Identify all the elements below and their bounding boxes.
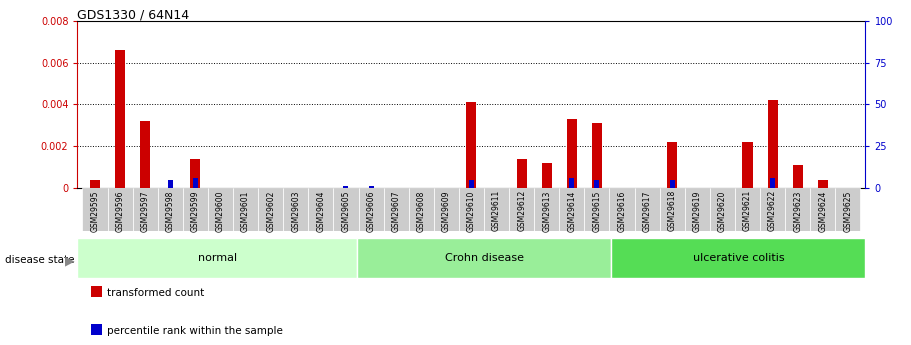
Bar [384,188,409,231]
Bar [434,188,459,231]
Text: GSM29617: GSM29617 [642,190,651,231]
Bar [133,188,158,231]
Text: GSM29595: GSM29595 [90,190,99,232]
Text: disease state: disease state [5,256,74,265]
Bar [333,188,359,231]
Text: GSM29618: GSM29618 [668,190,677,231]
Text: GSM29605: GSM29605 [342,190,351,232]
Text: GSM29609: GSM29609 [442,190,451,232]
Bar [357,238,611,278]
Bar [115,50,125,188]
Text: percentile rank within the sample: percentile rank within the sample [107,326,282,335]
Text: GSM29613: GSM29613 [542,190,551,231]
Text: GSM29599: GSM29599 [191,190,200,232]
Bar [835,188,860,231]
Bar [484,188,509,231]
Text: normal: normal [198,253,237,263]
Bar [770,178,775,188]
Text: GSM29624: GSM29624 [818,190,827,231]
Text: GSM29600: GSM29600 [216,190,225,232]
Bar [459,188,484,231]
Text: GSM29603: GSM29603 [292,190,301,232]
Bar [670,180,675,188]
Text: transformed count: transformed count [107,288,204,297]
Bar [466,102,476,188]
Text: GSM29608: GSM29608 [416,190,425,231]
Bar [359,188,384,231]
Text: GSM29625: GSM29625 [844,190,853,231]
Text: GSM29621: GSM29621 [743,190,752,231]
Text: GSM29598: GSM29598 [166,190,175,231]
Bar [667,142,677,188]
Text: GSM29616: GSM29616 [618,190,627,231]
Bar [308,188,333,231]
Bar [517,159,527,188]
Text: ulcerative colitis: ulcerative colitis [692,253,784,263]
Bar [660,188,685,231]
Bar [90,180,100,188]
Text: GSM29620: GSM29620 [718,190,727,231]
Text: GSM29622: GSM29622 [768,190,777,231]
Bar [742,142,752,188]
Bar [735,188,760,231]
Bar [469,180,474,188]
Bar [208,188,233,231]
Bar [760,188,785,231]
Bar [567,119,577,188]
Bar [534,188,559,231]
Text: GSM29597: GSM29597 [140,190,149,232]
Text: ▶: ▶ [65,254,75,267]
Bar [635,188,660,231]
Bar [611,238,865,278]
Text: GSM29611: GSM29611 [492,190,501,231]
Text: GSM29596: GSM29596 [116,190,125,232]
Text: GSM29615: GSM29615 [592,190,601,231]
Bar [559,188,584,231]
Bar [140,121,150,188]
Bar [768,100,778,188]
Text: GSM29604: GSM29604 [316,190,325,232]
Text: GDS1330 / 64N14: GDS1330 / 64N14 [77,9,189,22]
Bar [193,178,198,188]
Bar [107,188,133,231]
Bar [190,159,200,188]
Bar [609,188,635,231]
Text: GSM29601: GSM29601 [241,190,251,231]
Bar [785,188,810,231]
Bar [509,188,534,231]
Bar [710,188,735,231]
Bar [168,180,173,188]
Bar [409,188,434,231]
Bar [77,238,357,278]
Text: GSM29612: GSM29612 [517,190,527,231]
Bar [569,178,574,188]
Bar [369,186,374,188]
Text: Crohn disease: Crohn disease [445,253,524,263]
Text: GSM29614: GSM29614 [568,190,577,231]
Bar [542,163,552,188]
Bar [283,188,308,231]
Text: GSM29610: GSM29610 [467,190,476,231]
Text: GSM29607: GSM29607 [392,190,401,232]
Bar [594,180,599,188]
Text: GSM29623: GSM29623 [793,190,803,231]
Bar [584,188,609,231]
Text: GSM29606: GSM29606 [366,190,375,232]
Bar [233,188,258,231]
Bar [343,186,349,188]
Bar [183,188,208,231]
Bar [810,188,835,231]
Bar [685,188,710,231]
Bar [83,188,107,231]
Bar [818,180,828,188]
Text: GSM29602: GSM29602 [266,190,275,231]
Bar [793,165,803,188]
Bar [158,188,183,231]
Bar [258,188,283,231]
Text: GSM29619: GSM29619 [692,190,701,231]
Bar [592,123,602,188]
